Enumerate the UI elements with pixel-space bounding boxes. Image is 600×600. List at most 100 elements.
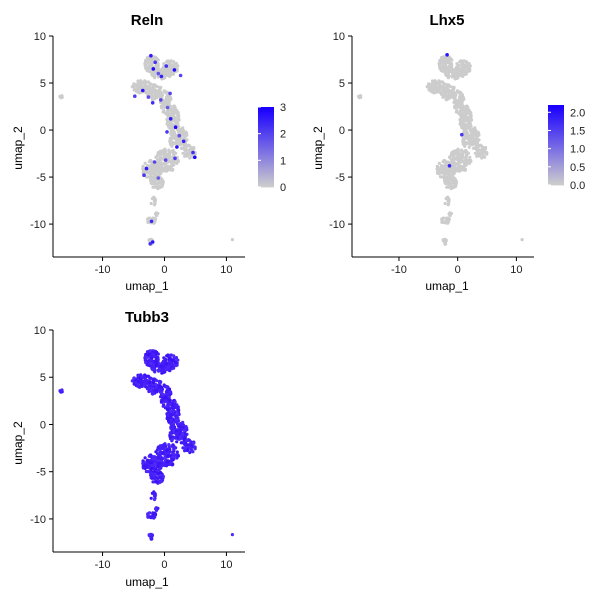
colorbar-segment xyxy=(258,121,274,124)
cell-point xyxy=(436,171,440,175)
colorbar-segment xyxy=(548,129,564,132)
colorbar-segment xyxy=(258,109,274,112)
cell-point xyxy=(141,167,145,171)
cell-point xyxy=(155,153,159,158)
cell-point xyxy=(467,61,471,66)
colorbar-segment xyxy=(548,177,564,180)
cell-point xyxy=(145,350,150,354)
cell-point xyxy=(459,103,464,107)
cell-point xyxy=(176,159,180,163)
cell-point xyxy=(155,167,159,171)
cell-point xyxy=(164,464,169,468)
panel-title: Tubb3 xyxy=(125,309,169,326)
cell-point xyxy=(461,74,465,78)
cell-point xyxy=(174,356,178,360)
cell-point xyxy=(149,473,153,477)
cell-point xyxy=(163,147,167,151)
cell-point xyxy=(168,155,172,159)
cell-point xyxy=(431,88,435,92)
colorbar-segment xyxy=(548,113,564,116)
cell-point xyxy=(168,450,172,454)
cell-point xyxy=(154,507,158,511)
cell-point xyxy=(459,119,463,123)
x-tick-label: -10 xyxy=(95,264,111,276)
cell-point xyxy=(165,68,169,72)
cell-point xyxy=(170,109,174,113)
panel-lhx5: Lhx5 -10 0 10 -10 -5 0 5 10 0.0 0.5 1.0 1.5 2.0 uma… xyxy=(311,12,585,293)
cell-point xyxy=(437,161,441,165)
cell-point xyxy=(146,514,150,518)
cell-point xyxy=(472,128,476,132)
colorbar-segment xyxy=(548,175,564,178)
cell-point xyxy=(168,136,172,140)
cell-point xyxy=(445,84,449,88)
y-tick-label: 10 xyxy=(34,325,46,337)
cell-point xyxy=(182,134,186,138)
colorbar-segment xyxy=(548,139,564,142)
cell-point xyxy=(147,533,151,537)
cell-point xyxy=(443,201,447,206)
cell-point xyxy=(148,86,152,90)
x-axis-label: umap_1 xyxy=(125,279,169,293)
cell-point xyxy=(451,172,455,176)
cell-point xyxy=(175,431,179,435)
cell-point xyxy=(182,441,186,445)
cell-point xyxy=(473,151,477,155)
expressing-cell-point xyxy=(146,95,151,99)
cell-point xyxy=(159,459,164,463)
cell-point xyxy=(151,480,155,484)
colorbar-segment xyxy=(258,131,274,134)
cell-point xyxy=(152,455,156,459)
x-tick-label: 0 xyxy=(161,559,167,571)
cell-point xyxy=(156,58,160,62)
cell-point xyxy=(165,60,169,64)
cell-point xyxy=(461,65,465,70)
cell-point xyxy=(160,152,164,156)
colorbar-segment xyxy=(258,163,274,166)
cell-point xyxy=(160,446,164,451)
cell-point xyxy=(166,419,171,423)
cell-point xyxy=(475,139,480,143)
y-tick-label: -10 xyxy=(30,514,46,526)
cell-point xyxy=(165,449,169,453)
y-tick-label: 5 xyxy=(40,78,46,90)
cell-point xyxy=(174,151,178,155)
colorbar-segment xyxy=(548,121,564,124)
colorbar-segment xyxy=(548,171,564,174)
cell-point xyxy=(155,185,159,189)
cell-point xyxy=(160,67,164,71)
colorbar-segment xyxy=(548,169,564,172)
expressing-points xyxy=(445,53,464,168)
cell-point xyxy=(163,396,167,400)
cell-point xyxy=(425,85,429,89)
expressing-cell-point xyxy=(181,139,186,144)
cell-point xyxy=(463,64,467,68)
expressing-cell-point xyxy=(156,71,161,76)
cell-point xyxy=(464,148,468,152)
cell-point xyxy=(169,130,173,134)
cell-point xyxy=(450,177,454,181)
cell-point xyxy=(143,161,147,165)
cell-point xyxy=(443,166,447,170)
cell-point xyxy=(175,128,180,132)
cell-point xyxy=(159,391,163,395)
cell-point xyxy=(139,382,144,386)
cell-point xyxy=(147,58,151,62)
cell-point xyxy=(168,59,172,63)
axes: -10 0 10 -10 -5 0 5 10 xyxy=(30,325,245,571)
cell-point xyxy=(175,450,179,454)
colorbar-segment xyxy=(548,173,564,176)
cell-point xyxy=(167,62,171,66)
cell-point xyxy=(160,71,164,75)
cell-point xyxy=(170,358,174,362)
cell-point xyxy=(166,413,170,417)
cell-point xyxy=(171,128,176,132)
cell-point xyxy=(167,443,171,447)
cell-point xyxy=(157,75,161,79)
colorbar-tick-label: 1.5 xyxy=(570,125,585,137)
colorbar-segment xyxy=(258,123,274,126)
cell-point xyxy=(170,437,174,442)
cell-point xyxy=(172,135,176,139)
cell-point xyxy=(468,128,472,132)
expressing-cell-point xyxy=(178,73,183,78)
